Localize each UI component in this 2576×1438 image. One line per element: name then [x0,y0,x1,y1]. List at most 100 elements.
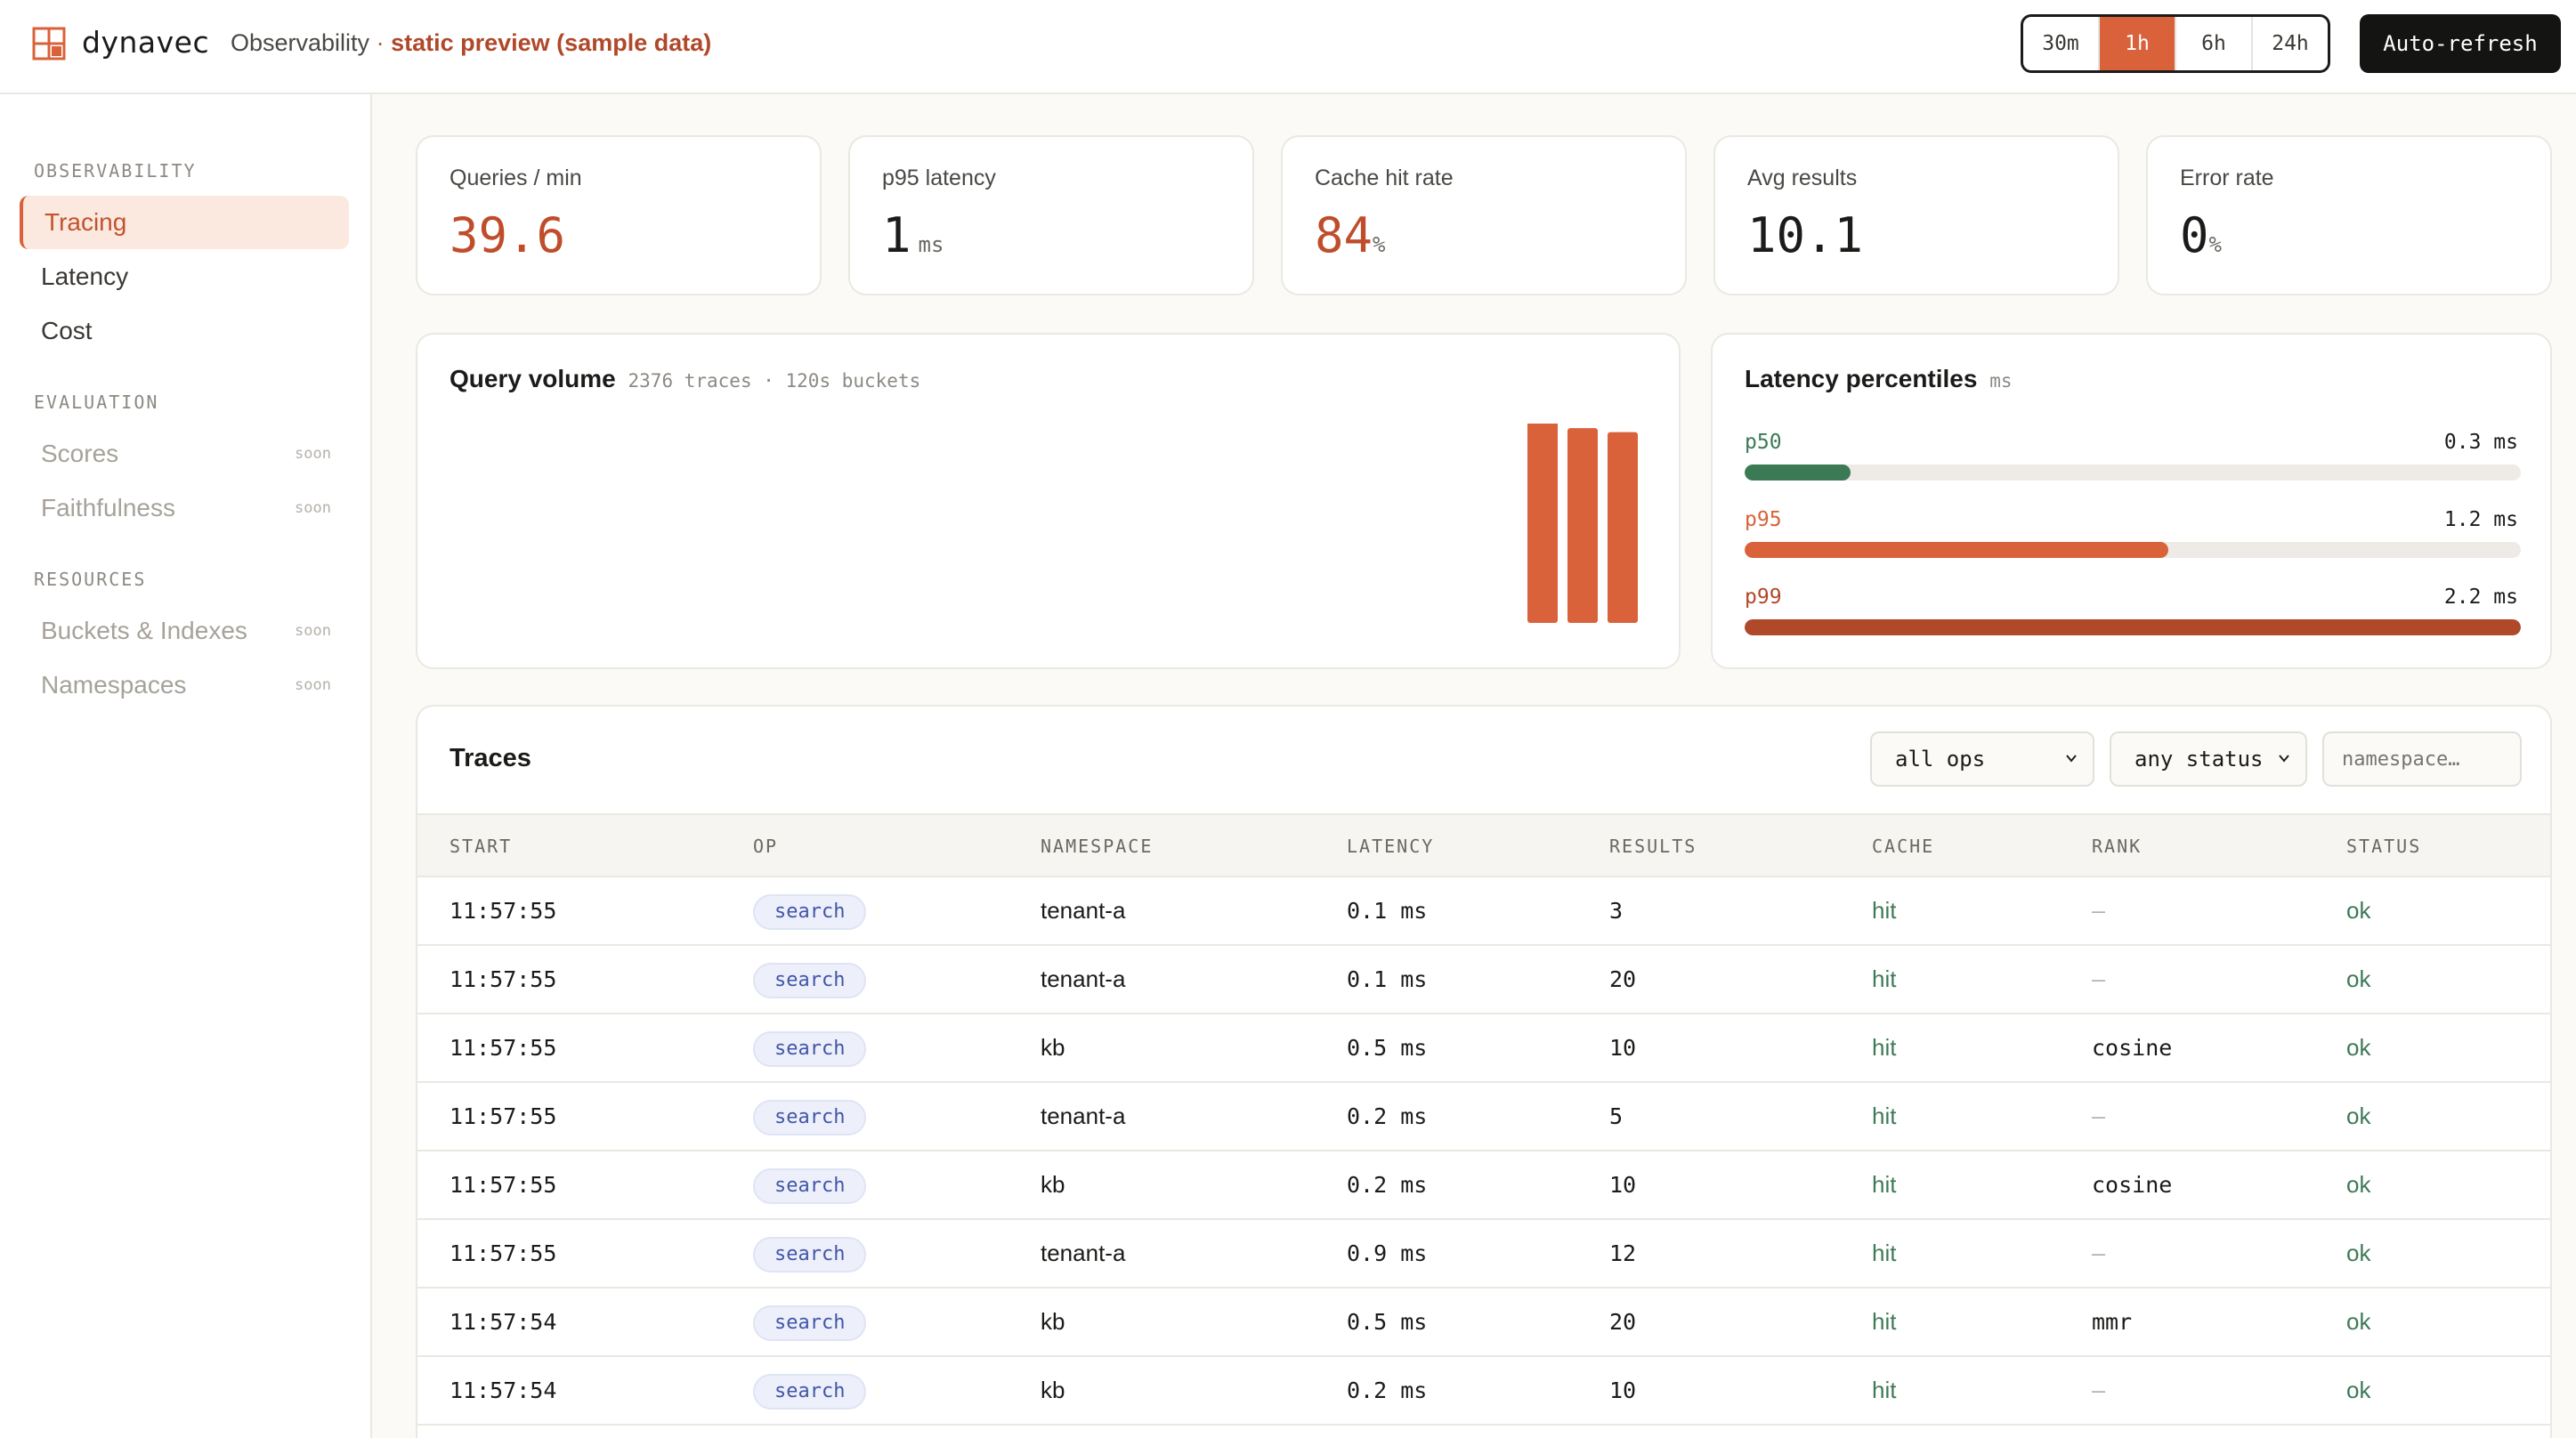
cell-namespace: tenant-a [1041,965,1126,992]
cell-latency: 0.2 ms [1347,1377,1428,1403]
table-row[interactable]: 11:57:54 search kb 0.5 ms 20 hit mmr ok [417,1289,2550,1357]
cell-latency: 0.9 ms [1347,1240,1428,1266]
cell-latency: 0.1 ms [1347,898,1428,924]
op-filter-value: all ops [1895,747,1986,772]
soon-badge: soon [295,676,331,694]
col-op[interactable]: OP [753,836,779,857]
op-badge: search [753,1031,867,1067]
cell-start: 11:57:54 [450,1309,557,1335]
p95-value: 1.2 ms [2443,508,2518,531]
cell-cache: hit [1872,1377,1897,1403]
p99-track [1745,619,2521,635]
latency-percentiles-panel: Latency percentiles ms p50 0.3 ms p95 1.… [1711,333,2552,669]
p99-fill [1745,619,2521,635]
col-status[interactable]: STATUS [2346,836,2422,857]
col-namespace[interactable]: NAMESPACE [1041,836,1154,857]
brand-name[interactable]: dynavec [82,25,210,60]
kpi-number: 1 [882,207,911,263]
cell-status: ok [2346,1103,2371,1129]
cell-rank: cosine [2092,1172,2173,1198]
table-row[interactable]: 11:57:55 search tenant-a 0.2 ms 5 hit — … [417,1083,2550,1151]
p95-track [1745,542,2521,558]
cell-start: 11:57:55 [450,1172,557,1198]
cell-results: 12 [1609,1240,1637,1266]
col-cache[interactable]: CACHE [1872,836,1935,857]
op-filter-select[interactable]: all ops [1870,731,2094,787]
volume-bar [1567,428,1598,623]
range-24h[interactable]: 24h [2251,17,2328,70]
cell-namespace: tenant-a [1041,1103,1126,1129]
kpi-card-error-rate: Error rate 0% [2146,135,2552,295]
panel-title: Latency percentiles ms [1745,365,2013,393]
range-30m[interactable]: 30m [2042,32,2079,55]
soon-badge: soon [295,445,331,463]
cell-status: ok [2346,1034,2371,1061]
col-results[interactable]: RESULTS [1609,836,1697,857]
op-badge: search [753,1100,867,1135]
table-row[interactable]: 11:57:55 search tenant-a 0.9 ms 12 hit —… [417,1220,2550,1289]
table-row[interactable]: 11:57:55 search kb 0.2 ms 10 hit cosine … [417,1151,2550,1220]
sidebar-item-tracing[interactable]: Tracing [20,196,349,249]
kpi-label: Cache hit rate [1315,166,1454,190]
cell-rank: — [2092,1240,2106,1266]
query-volume-chart [1527,424,1638,623]
op-badge: search [753,963,867,998]
sidebar-item-label: Tracing [45,208,127,236]
kpi-unit: % [1373,232,1386,257]
auto-refresh-button[interactable]: Auto-refresh [2360,14,2561,73]
sidebar-item-scores: Scores soon [20,427,349,481]
cell-rank: — [2092,1377,2106,1403]
kpi-value: 0% [2180,206,2222,274]
table-row[interactable]: 11:57:55 search kb 0.5 ms 10 hit cosine … [417,1014,2550,1083]
kpi-unit: ms [918,232,944,257]
table-row[interactable]: 11:57:55 search tenant-a 0.1 ms 3 hit — … [417,877,2550,946]
volume-bar [1527,424,1558,623]
cell-status: ok [2346,965,2371,992]
kpi-card-cache-hit-rate: Cache hit rate 84% [1281,135,1687,295]
kpi-label: Error rate [2180,166,2274,190]
col-rank[interactable]: RANK [2092,836,2143,857]
col-start[interactable]: START [450,836,513,857]
kpi-value: 39.6 [450,206,565,265]
cell-cache: hit [1872,1171,1897,1198]
col-latency[interactable]: LATENCY [1347,836,1435,857]
p99-label: p99 [1745,586,1782,609]
sidebar-item-namespaces: Namespaces soon [20,658,349,712]
p50-fill [1745,465,1851,481]
logo-icon [32,27,66,61]
range-6h[interactable]: 6h [2175,17,2251,70]
cell-latency: 0.2 ms [1347,1172,1428,1198]
p50-track [1745,465,2521,481]
table-row[interactable]: 11:57:54 search kb 0.2 ms 10 hit — ok [417,1357,2550,1426]
volume-bar [1608,432,1638,623]
kpi-number: 10.1 [1747,207,1864,263]
sidebar-item-label: Cost [41,317,93,344]
top-bar: dynavec Observability · static preview (… [0,0,2576,94]
query-volume-panel: Query volume 2376 traces · 120s buckets [416,333,1681,669]
p99-value: 2.2 ms [2443,586,2518,609]
kpi-number: 0 [2180,207,2209,263]
kpi-label: Avg results [1747,166,1858,190]
cell-cache: hit [1872,1034,1897,1061]
time-range-selector: 30m 1h 6h 24h [2021,14,2330,73]
sidebar-item-cost[interactable]: Cost [20,304,349,358]
sidebar-item-label: Latency [41,263,129,290]
chevron-down-icon [2279,755,2289,763]
op-badge: search [753,1168,867,1204]
cell-latency: 0.5 ms [1347,1309,1428,1335]
table-row[interactable]: 11:57:55 search tenant-a 0.1 ms 20 hit —… [417,946,2550,1014]
sidebar-item-latency[interactable]: Latency [20,250,349,303]
namespace-filter-input[interactable] [2322,731,2522,787]
cell-results: 10 [1609,1035,1637,1061]
sidebar-section-observability: OBSERVABILITY [34,160,197,182]
preview-notice: static preview (sample data) [391,29,712,56]
range-1h[interactable]: 1h [2098,17,2175,70]
query-volume-subtitle: 2376 traces · 120s buckets [628,370,921,392]
cell-start: 11:57:55 [450,1035,557,1061]
traces-panel: Traces all ops any status START OP NAMES… [416,705,2552,1438]
cell-namespace: kb [1041,1034,1065,1061]
op-badge: search [753,1305,867,1341]
cell-rank: mmr [2092,1309,2133,1335]
cell-cache: hit [1872,897,1897,924]
status-filter-select[interactable]: any status [2110,731,2307,787]
